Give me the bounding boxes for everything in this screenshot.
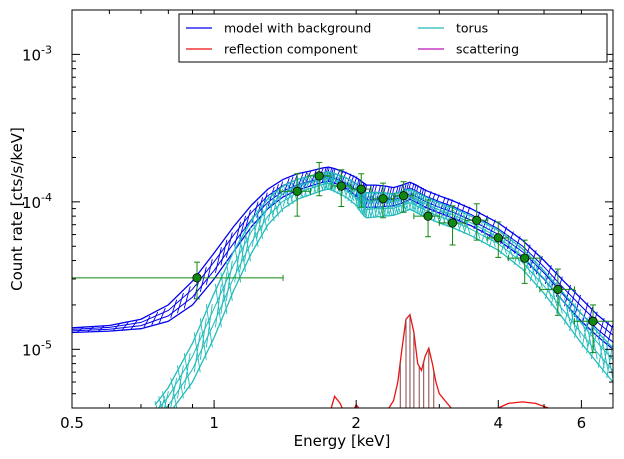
y-tick-labels: 10-510-410-3 bbox=[22, 43, 52, 359]
data-point-1-marker bbox=[292, 186, 302, 196]
y-tick-label-0-exponent: -5 bbox=[41, 338, 52, 351]
data-point-4-marker bbox=[356, 184, 366, 194]
data-point-2-marker bbox=[314, 171, 324, 181]
data-point-7-marker bbox=[423, 211, 433, 221]
legend: model with background reflection componen… bbox=[178, 13, 608, 63]
y-tick-label-1-exponent: -4 bbox=[41, 191, 52, 204]
y-tick-label-0-mantissa: 10 bbox=[22, 341, 41, 359]
legend-label-2: torus bbox=[456, 21, 488, 36]
y-tick-label-1: 10-4 bbox=[22, 191, 52, 212]
x-tick-label-2: 2 bbox=[351, 414, 361, 432]
legend-label-0: model with background bbox=[224, 21, 371, 36]
x-tick-labels: 0.5 1 2 4 6 bbox=[60, 414, 586, 432]
x-tick-label-1: 1 bbox=[209, 414, 219, 432]
series-1-inner-line-0 bbox=[165, 182, 613, 408]
plot-area bbox=[72, 161, 613, 408]
data-point-0 bbox=[72, 261, 284, 300]
x-tick-label-4: 6 bbox=[577, 414, 587, 432]
legend-label-1: reflection component bbox=[224, 42, 358, 57]
data-point-6-marker bbox=[398, 191, 409, 201]
x-tick-label-3: 4 bbox=[494, 414, 504, 432]
data-point-4 bbox=[351, 173, 372, 208]
data-point-7 bbox=[413, 199, 440, 238]
x-tick-label-0: 0.5 bbox=[60, 414, 84, 432]
data-point-2 bbox=[307, 161, 331, 197]
data-point-5-marker bbox=[378, 194, 388, 204]
y-tick-label-2: 10-3 bbox=[22, 43, 52, 64]
x-axis-label: Energy [keV] bbox=[294, 432, 391, 450]
y-tick-label-2-mantissa: 10 bbox=[22, 46, 41, 64]
data-point-8-marker bbox=[447, 218, 458, 228]
series-1-hatch bbox=[154, 171, 613, 408]
data-point-13 bbox=[573, 304, 613, 354]
data-point-10 bbox=[487, 221, 509, 258]
y-tick-label-1-mantissa: 10 bbox=[22, 194, 41, 212]
data-point-11 bbox=[507, 239, 541, 284]
data-point-12-marker bbox=[553, 284, 563, 294]
data-point-12 bbox=[539, 268, 575, 316]
data-point-9 bbox=[464, 203, 489, 241]
data-point-10-marker bbox=[493, 233, 503, 243]
data-point-3-marker bbox=[336, 181, 346, 191]
data-point-6 bbox=[393, 181, 414, 213]
y-tick-label-0: 10-5 bbox=[22, 338, 52, 359]
plot-background bbox=[72, 10, 613, 408]
data-point-9-marker bbox=[472, 215, 482, 225]
series-1-inner-line-1 bbox=[158, 177, 613, 408]
legend-label-3: scattering bbox=[456, 42, 519, 57]
data-point-5 bbox=[371, 182, 395, 219]
data-point-11-marker bbox=[520, 253, 530, 263]
legend-box bbox=[178, 13, 608, 63]
data-point-13-marker bbox=[588, 316, 598, 326]
series-1-band bbox=[154, 171, 613, 408]
data-point-0-marker bbox=[192, 273, 202, 283]
data-point-8 bbox=[438, 205, 466, 246]
data-point-3 bbox=[330, 169, 352, 208]
data-point-1 bbox=[279, 173, 311, 217]
y-axis-label: Count rate [cts/s/keV] bbox=[8, 127, 26, 291]
y-tick-label-2-exponent: -3 bbox=[41, 43, 52, 56]
